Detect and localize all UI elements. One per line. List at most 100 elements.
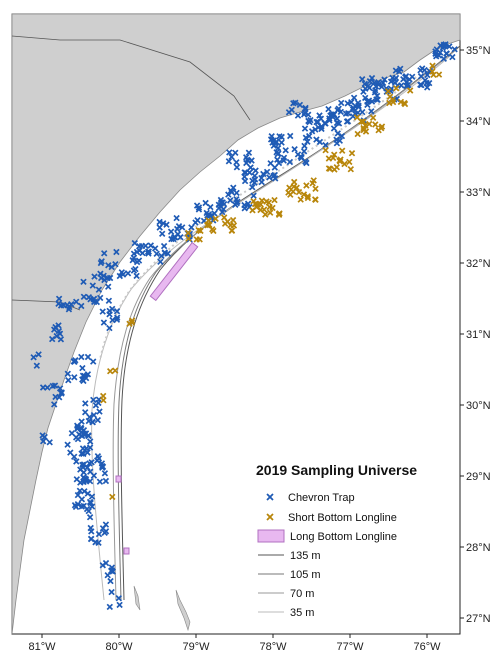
chevron-trap-marker bbox=[95, 530, 103, 538]
chevron-trap-marker bbox=[225, 158, 233, 165]
chevron-trap-marker bbox=[84, 353, 92, 361]
chevron-trap-marker bbox=[129, 256, 136, 264]
chevron-trap-marker bbox=[258, 178, 265, 186]
chevron-trap-marker bbox=[86, 513, 94, 521]
chevron-trap-marker bbox=[298, 154, 305, 162]
chevron-trap-marker bbox=[105, 262, 112, 269]
legend-title: 2019 Sampling Universe bbox=[256, 462, 417, 478]
chevron-trap-marker bbox=[406, 76, 413, 83]
chevron-trap-marker bbox=[86, 438, 94, 445]
chevron-trap-marker bbox=[233, 164, 241, 171]
short-bottom-longline-marker bbox=[271, 196, 278, 204]
legend-label: 70 m bbox=[290, 588, 314, 600]
chevron-trap-marker bbox=[307, 116, 314, 124]
chevron-trap-marker bbox=[358, 75, 366, 83]
chevron-trap-marker bbox=[178, 224, 186, 231]
short-bottom-longline-marker bbox=[228, 227, 236, 235]
chevron-trap-marker bbox=[334, 130, 342, 137]
short-bottom-longline-marker bbox=[193, 236, 200, 243]
chevron-trap-marker bbox=[349, 113, 357, 120]
chevron-trap-marker bbox=[57, 336, 65, 343]
x-tick-label: 78°W bbox=[259, 641, 287, 653]
y-tick-label: 32°N bbox=[466, 258, 491, 270]
chevron-trap-marker bbox=[116, 601, 123, 609]
chevron-trap-marker bbox=[95, 539, 102, 547]
chevron-trap-marker bbox=[321, 119, 328, 127]
chevron-trap-marker bbox=[440, 41, 448, 49]
chevron-trap-marker bbox=[56, 385, 64, 392]
chevron-trap-marker bbox=[80, 502, 88, 510]
chevron-trap-marker bbox=[81, 409, 89, 416]
chevron-trap-marker bbox=[132, 265, 139, 273]
chevron-trap-marker bbox=[219, 199, 226, 206]
short-bottom-longline-marker bbox=[377, 124, 385, 132]
short-bottom-longline-marker bbox=[212, 215, 219, 223]
map-legend: 2019 Sampling Universe Chevron Trap Shor… bbox=[256, 462, 417, 619]
chevron-trap-marker bbox=[316, 138, 324, 146]
chevron-trap-marker bbox=[104, 283, 112, 290]
chevron-trap-marker bbox=[344, 100, 351, 107]
legend-item-chevron-trap: Chevron Trap bbox=[266, 492, 355, 504]
chevron-trap-marker bbox=[82, 400, 89, 407]
chevron-trap-marker bbox=[72, 298, 80, 306]
chevron-trap-marker bbox=[291, 145, 298, 153]
chevron-trap-marker bbox=[400, 75, 407, 83]
chevron-trap-marker bbox=[252, 167, 259, 174]
chevron-trap-marker bbox=[80, 293, 88, 301]
chevron-trap-marker bbox=[113, 314, 121, 321]
chevron-trap-marker bbox=[156, 218, 163, 226]
short-bottom-longline-marker bbox=[341, 160, 348, 168]
chevron-trap-marker bbox=[195, 204, 203, 211]
chevron-trap-marker bbox=[391, 79, 399, 87]
legend-item-135m: 135 m bbox=[258, 550, 321, 562]
chevron-trap-marker bbox=[418, 65, 426, 72]
chevron-trap-marker bbox=[89, 358, 97, 365]
chevron-trap-marker bbox=[275, 159, 283, 167]
chevron-trap-marker bbox=[333, 139, 341, 147]
chevron-trap-marker bbox=[230, 184, 237, 191]
chevron-trap-marker bbox=[74, 424, 82, 431]
chevron-trap-marker bbox=[78, 425, 85, 433]
chevron-trap-marker bbox=[392, 67, 400, 74]
y-tick-label: 29°N bbox=[466, 471, 491, 483]
state-boundary bbox=[11, 35, 251, 121]
chevron-trap-marker bbox=[41, 433, 48, 441]
short-bottom-longline-marker bbox=[386, 93, 394, 101]
short-bottom-longline-marker bbox=[265, 199, 273, 206]
chevron-trap-marker bbox=[301, 142, 308, 150]
chevron-trap-marker bbox=[142, 242, 149, 250]
chevron-trap-marker bbox=[104, 274, 111, 282]
chevron-trap-marker bbox=[79, 364, 86, 372]
island bbox=[133, 585, 141, 611]
long-longline-box-icon bbox=[257, 529, 285, 543]
legend-label: Long Bottom Longline bbox=[290, 531, 397, 543]
chevron-trap-marker bbox=[397, 65, 404, 73]
chevron-trap-marker bbox=[90, 411, 98, 419]
chevron-trap-marker bbox=[440, 55, 448, 63]
chevron-trap-marker bbox=[278, 139, 285, 146]
legend-label: 35 m bbox=[290, 607, 314, 619]
chevron-trap-marker bbox=[303, 159, 310, 167]
chevron-trap-marker bbox=[90, 396, 97, 404]
short-bottom-longline-marker bbox=[309, 180, 316, 187]
short-bottom-longline-marker bbox=[195, 226, 202, 234]
short-bottom-longline-stations bbox=[99, 62, 443, 501]
short-bottom-longline-marker bbox=[295, 188, 303, 196]
chevron-trap-marker bbox=[349, 106, 357, 113]
chevron-trap-marker bbox=[78, 302, 85, 310]
y-tick-label: 30°N bbox=[466, 400, 491, 412]
chevron-trap-marker bbox=[276, 133, 283, 140]
chevron-trap-marker bbox=[338, 132, 346, 140]
chevron-trap-marker bbox=[268, 132, 275, 140]
chevron-trap-stations bbox=[30, 41, 458, 611]
short-bottom-longline-marker bbox=[369, 114, 377, 122]
chevron-trap-marker bbox=[79, 464, 87, 471]
chevron-trap-marker bbox=[432, 48, 439, 55]
short-bottom-longline-marker bbox=[333, 163, 341, 171]
chevron-trap-marker bbox=[96, 408, 103, 415]
short-bottom-longline-marker bbox=[435, 71, 443, 78]
chevron-trap-marker bbox=[371, 79, 378, 86]
chevron-trap-marker bbox=[102, 559, 110, 567]
chevron-trap-marker bbox=[316, 112, 323, 119]
short-bottom-longline-marker bbox=[257, 206, 264, 214]
